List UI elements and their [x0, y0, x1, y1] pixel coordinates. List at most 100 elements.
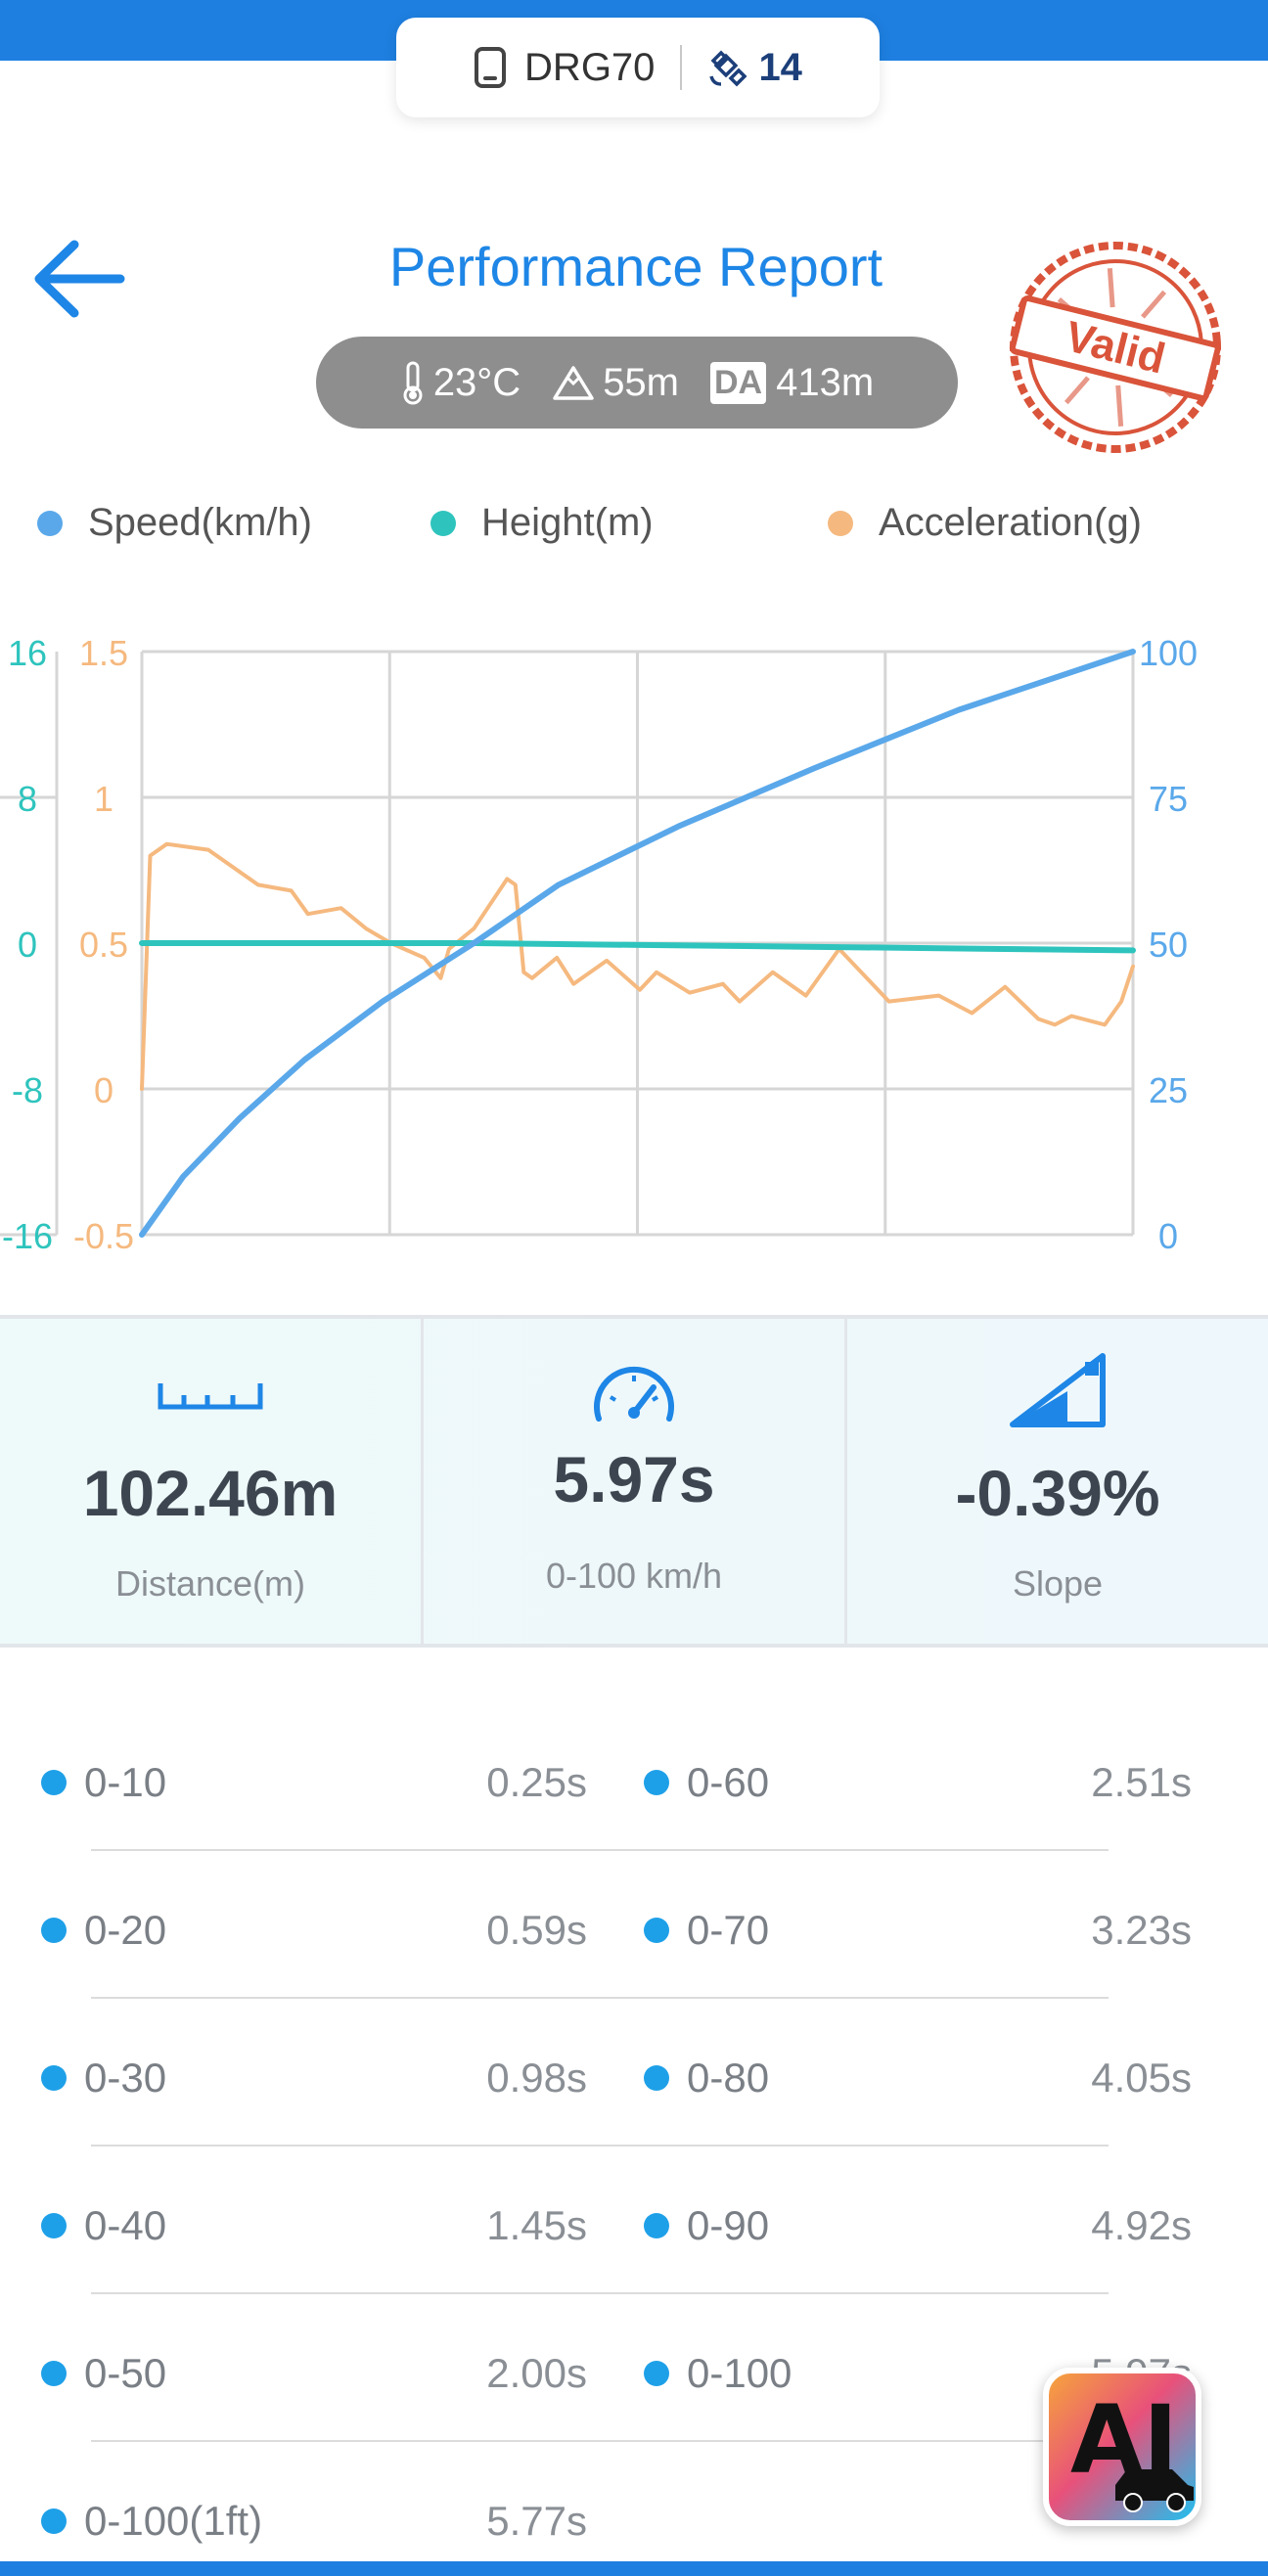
legend-acceleration[interactable]: Acceleration(g) — [828, 501, 1142, 545]
density-altitude-item: DA 413m — [710, 361, 874, 405]
bullet-icon — [644, 2213, 669, 2238]
distance-value: 102.46m — [82, 1457, 339, 1529]
speedometer-icon — [594, 1366, 674, 1422]
row-divider — [91, 2292, 1109, 2294]
timing-label-text: 0-30 — [84, 2055, 167, 2101]
slope-value: -0.39% — [955, 1457, 1160, 1529]
legend-height-label: Height(m) — [481, 501, 654, 544]
bullet-icon — [41, 2213, 67, 2238]
slope-icon — [1010, 1353, 1106, 1427]
speed-series-line — [139, 649, 1136, 1238]
speed-tick-label: 100 — [1139, 633, 1198, 673]
timing-label-text: 0-50 — [84, 2350, 167, 2396]
speed-tick-label: 0 — [1158, 1216, 1178, 1252]
bullet-icon — [644, 1918, 669, 1943]
timing-label-text: 0-10 — [84, 1759, 167, 1805]
acceleration-tick-label: 1.5 — [79, 633, 128, 673]
bullet-icon — [644, 2065, 669, 2091]
table-row: 0-10 0.25s 0-60 2.51s — [0, 1714, 1268, 1861]
timing-label-text: 0-100 — [687, 2350, 792, 2396]
speed-tick-label: 75 — [1149, 779, 1188, 819]
back-arrow-icon[interactable] — [27, 235, 125, 323]
row-divider — [91, 2145, 1109, 2147]
timing-label: 0-90 — [644, 2202, 769, 2249]
device-name: DRG70 — [524, 45, 656, 89]
timing-value: 0.25s — [486, 1759, 587, 1805]
bullet-icon — [41, 2361, 67, 2386]
device-icon — [475, 47, 507, 88]
row-divider — [91, 1849, 1109, 1851]
timing-value: 3.23s — [1091, 1907, 1192, 1953]
speed-tick-label: 50 — [1149, 925, 1188, 965]
timing-label-text: 0-40 — [84, 2202, 167, 2248]
legend-acceleration-dot — [828, 510, 853, 536]
acceleration-time-label: 0-100 km/h — [545, 1556, 723, 1596]
timing-label-text: 0-90 — [687, 2202, 770, 2248]
mountain-icon — [553, 366, 594, 400]
device-status-pill[interactable]: DRG70 14 — [396, 18, 880, 117]
timing-value: 2.00s — [486, 2350, 587, 2396]
timing-value: 5.77s — [486, 2498, 587, 2544]
performance-chart: 16 8 0 -8 -16 1.5 1 0.5 0 -0.5 100 75 50 25 0 — [0, 633, 1198, 1252]
thermometer-icon — [403, 361, 423, 405]
valid-stamp: Valid — [1009, 242, 1221, 453]
legend-acceleration-label: Acceleration(g) — [879, 501, 1143, 544]
timing-value: 0.98s — [486, 2055, 587, 2101]
height-tick-label: 8 — [18, 779, 37, 819]
legend-height-dot — [430, 510, 456, 536]
density-altitude-value: 413m — [776, 360, 875, 404]
bullet-icon — [644, 2361, 669, 2386]
legend-speed[interactable]: Speed(km/h) — [37, 501, 312, 545]
table-row: 0-20 0.59s 0-70 3.23s — [0, 1862, 1268, 2009]
acceleration-tick-label: 1 — [94, 779, 113, 819]
height-series-line — [139, 940, 1136, 954]
stats-panel: 102.46m Distance(m) 5.97s 0-100 km/h -0.… — [0, 1315, 1268, 1648]
bullet-icon — [41, 2065, 67, 2091]
bottom-bar — [0, 2561, 1268, 2576]
timing-label: 0-30 — [41, 2055, 166, 2101]
height-tick-label: -16 — [2, 1216, 53, 1252]
row-divider — [91, 1997, 1109, 1999]
pill-divider — [680, 45, 683, 90]
timing-value: 4.92s — [1091, 2202, 1192, 2248]
timing-label-text: 0-100(1ft) — [84, 2498, 263, 2544]
legend-speed-dot — [37, 510, 63, 536]
timing-value: 0.59s — [486, 1907, 587, 1953]
timing-value: 4.05s — [1091, 2055, 1192, 2101]
acceleration-tick-label: 0 — [94, 1070, 113, 1110]
temperature-item: 23°C — [400, 360, 521, 405]
table-row: 0-30 0.98s 0-80 4.05s — [0, 2010, 1268, 2156]
height-tick-label: 0 — [18, 925, 37, 965]
timing-label-text: 0-20 — [84, 1907, 167, 1953]
bullet-icon — [644, 1770, 669, 1795]
ai-assistant-button[interactable]: AI — [1043, 2368, 1201, 2526]
legend-height[interactable]: Height(m) — [430, 501, 654, 545]
altitude-value: 55m — [603, 360, 679, 404]
table-row: 0-100(1ft) 5.77s — [0, 2453, 1268, 2576]
timing-label: 0-70 — [644, 1907, 769, 1954]
timing-label: 0-50 — [41, 2350, 166, 2397]
timing-label: 0-80 — [644, 2055, 769, 2101]
row-divider — [91, 2440, 1109, 2442]
acceleration-time-stat: 5.97s 0-100 km/h — [421, 1319, 844, 1644]
distance-stat: 102.46m Distance(m) — [0, 1319, 421, 1644]
acceleration-series-line — [140, 841, 1135, 1091]
altitude-item: 55m — [552, 361, 679, 405]
timing-label-text: 0-70 — [687, 1907, 770, 1953]
timing-label: 0-20 — [41, 1907, 166, 1954]
height-tick-label: -8 — [12, 1070, 43, 1110]
page-title: Performance Report — [388, 236, 883, 297]
car-icon — [1115, 2469, 1194, 2512]
ruler-icon — [158, 1383, 263, 1410]
distance-label: Distance(m) — [114, 1563, 306, 1604]
environment-pill: 23°C 55m DA 413m — [316, 337, 958, 429]
timing-label: 0-100(1ft) — [41, 2498, 262, 2545]
timing-label-text: 0-80 — [687, 2055, 770, 2101]
chart-legend: Speed(km/h) Height(m) Acceleration(g) — [0, 501, 1268, 560]
bullet-icon — [41, 1918, 67, 1943]
acceleration-tick-label: 0.5 — [79, 925, 128, 965]
timing-label: 0-60 — [644, 1759, 769, 1806]
timing-label: 0-40 — [41, 2202, 166, 2249]
speed-tick-label: 25 — [1149, 1070, 1188, 1110]
slope-label: Slope — [1012, 1563, 1104, 1604]
